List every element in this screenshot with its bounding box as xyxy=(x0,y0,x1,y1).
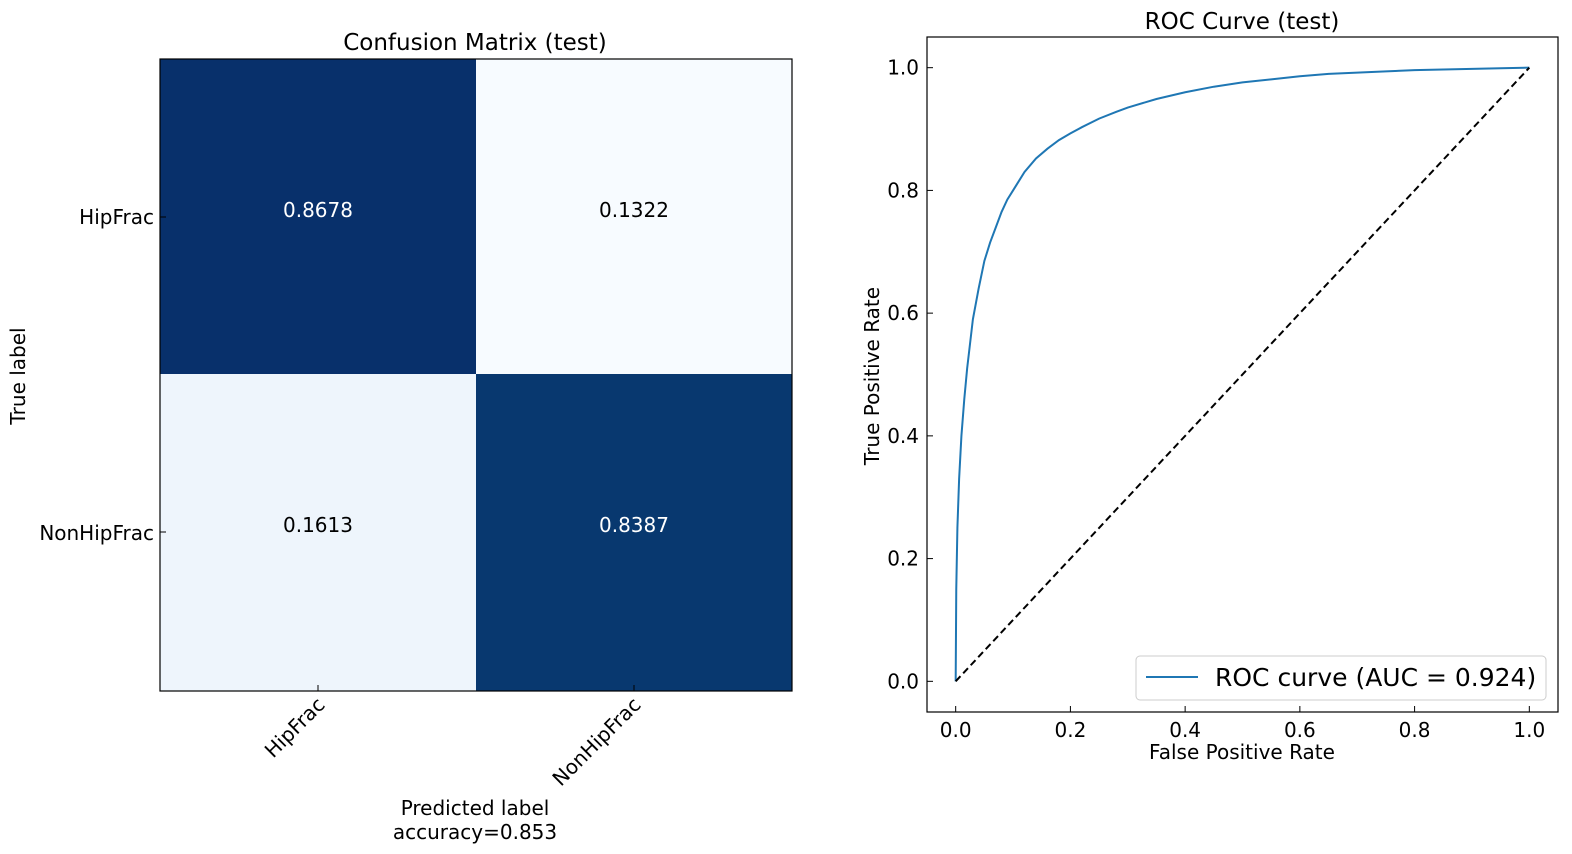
confusion-matrix-chart: Confusion Matrix (test) 0.8678 0.1322 0.… xyxy=(6,30,793,844)
roc-x-tick-label-2: 0.4 xyxy=(1169,718,1201,742)
cm-frame xyxy=(159,58,793,692)
roc-legend: ROC curve (AUC = 0.924) xyxy=(1135,655,1547,701)
roc-curve-line xyxy=(954,66,1530,682)
roc-x-tick-label-5: 1.0 xyxy=(1513,718,1545,742)
roc-plot-frame xyxy=(926,36,1559,713)
cm-cell-0-0 xyxy=(160,59,476,374)
cm-y-axis-label: True label xyxy=(6,327,30,425)
roc-y-tick-label-2: 0.4 xyxy=(887,424,919,448)
cm-cell-0-1 xyxy=(476,59,792,374)
roc-y-axis-label: True Positive Rate xyxy=(860,287,884,466)
roc-y-tick-label-0: 0.0 xyxy=(887,669,919,693)
roc-x-tick-label-4: 0.8 xyxy=(1399,718,1431,742)
cm-cell-label-0-0: 0.8678 xyxy=(283,198,353,222)
roc-x-tick-label-3: 0.6 xyxy=(1284,718,1316,742)
roc-lines xyxy=(954,66,1531,683)
cm-cell-label-0-1: 0.1322 xyxy=(599,198,669,222)
roc-x-axis-label: False Positive Rate xyxy=(1149,740,1335,764)
cm-cell-1-1 xyxy=(476,374,792,691)
roc-ticks: 0.0 0.2 0.4 0.6 0.8 1.0 0.0 0.2 0.4 0.6 0.8 1.0 xyxy=(887,56,1545,742)
cm-x-tick-label-1: NonHipFrac xyxy=(547,693,645,791)
chance-diagonal-line xyxy=(954,66,1531,683)
roc-y-tick-label-5: 1.0 xyxy=(887,56,919,80)
roc-x-tick-label-0: 0.0 xyxy=(940,718,972,742)
roc-y-tick-label-3: 0.6 xyxy=(887,301,919,325)
cm-cell-label-1-1: 0.8387 xyxy=(599,513,669,537)
cm-cell-label-1-0: 0.1613 xyxy=(283,513,353,537)
cm-title: Confusion Matrix (test) xyxy=(343,30,607,56)
cm-y-tick-label-1: NonHipFrac xyxy=(39,521,154,545)
cm-x-tick-label-0: HipFrac xyxy=(260,693,330,763)
cm-accuracy-label: accuracy=0.853 xyxy=(393,820,557,844)
roc-chart: ROC Curve (test) 0.0 0.2 0.4 0.6 0.8 1.00.00.… xyxy=(860,9,1559,764)
roc-legend-label: ROC curve (AUC = 0.924) xyxy=(1215,663,1536,692)
roc-y-tick-label-4: 0.8 xyxy=(887,178,919,202)
roc-legend-box xyxy=(1135,655,1547,701)
roc-y-tick-label-1: 0.2 xyxy=(887,547,919,571)
cm-x-axis-label: Predicted label xyxy=(401,796,550,820)
cm-y-tick-label-0: HipFrac xyxy=(79,205,154,229)
cm-cell-1-0 xyxy=(160,374,476,691)
roc-x-tick-label-1: 0.2 xyxy=(1055,718,1087,742)
roc-title: ROC Curve (test) xyxy=(1145,9,1340,35)
